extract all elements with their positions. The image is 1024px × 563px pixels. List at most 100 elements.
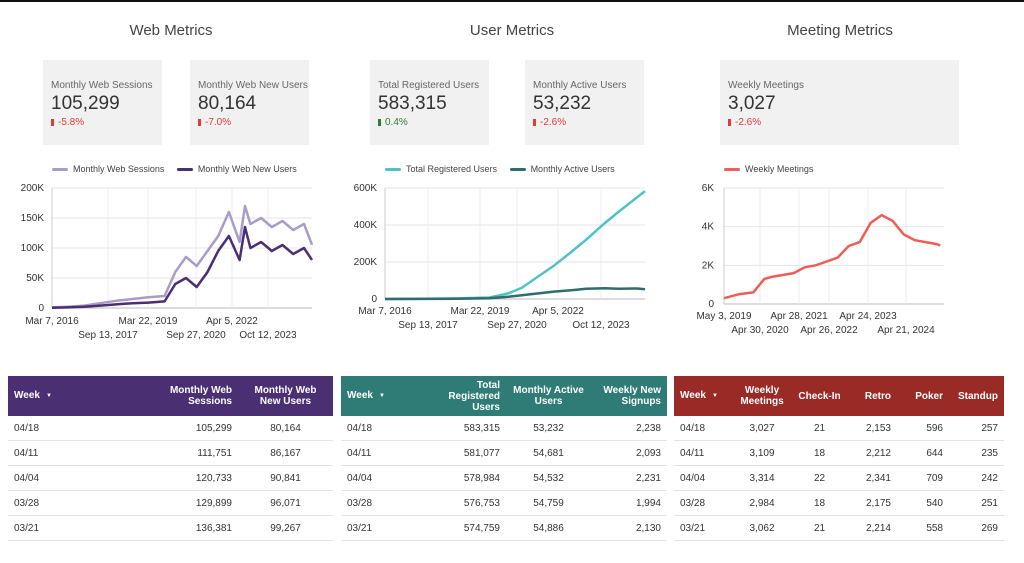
meeting-metrics-table: Week ▼ Weekly Meetings Check-In Retro Pok… [674, 376, 1004, 541]
section-title-meeting: Meeting Metrics [787, 22, 893, 39]
table-cell: 574,759 [431, 515, 506, 541]
kpi-value: 3,027 [728, 93, 776, 114]
table-cell: 578,984 [431, 465, 506, 491]
y-tick-label: 100K [21, 243, 45, 254]
down-arrow-icon [198, 119, 201, 126]
x-tick-label: Apr 26, 2022 [800, 325, 858, 336]
table-cell: 03/21 [341, 515, 431, 541]
table-row[interactable]: 04/18 583,315 53,232 2,238 [341, 416, 667, 441]
table-cell: 03/21 [8, 515, 128, 541]
table-row[interactable]: 04/18 3,027 21 2,153 596 257 [674, 416, 1004, 441]
table-cell: 2,238 [591, 416, 667, 441]
table-row[interactable]: 03/28 576,753 54,759 1,994 [341, 490, 667, 516]
column-header-signups[interactable]: Weekly New Signups [603, 385, 661, 407]
table-cell: 2,212 [847, 440, 897, 466]
kpi-label: Total Registered Users [378, 80, 480, 91]
x-tick-label: Sep 13, 2017 [78, 330, 138, 341]
table-cell: 03/28 [8, 490, 128, 516]
legend-swatch [509, 168, 526, 172]
legend-swatch [724, 168, 740, 172]
active-users-line[interactable] [384, 287, 646, 301]
kpi-card-total-registered[interactable]: Total Registered Users 583,315 0.4% [370, 60, 489, 145]
table-row[interactable]: 03/21 136,381 99,267 [8, 515, 333, 541]
kpi-delta: -2.6% [728, 117, 761, 128]
table-row[interactable]: 03/21 574,759 54,886 2,130 [341, 515, 667, 541]
column-header-check-in[interactable]: Check-In [798, 390, 841, 402]
column-header-retro[interactable]: Retro [864, 390, 891, 402]
table-cell: 03/28 [674, 490, 732, 516]
table-row[interactable]: 03/28 129,899 96,071 [8, 490, 333, 516]
x-tick-label: Mar 7, 2016 [358, 306, 412, 317]
kpi-value: 53,232 [533, 93, 592, 114]
table-cell: 53,232 [506, 416, 591, 441]
table-cell: 3,314 [732, 465, 792, 491]
column-header-standup[interactable]: Standup [958, 390, 998, 402]
legend-item-web-new-users[interactable]: Monthly Web New Users [176, 164, 297, 174]
table-cell: 558 [897, 515, 949, 541]
column-header-meetings[interactable]: Weekly Meetings [740, 385, 784, 407]
table-cell: 251 [949, 490, 1004, 516]
table-cell: 3,062 [732, 515, 792, 541]
user-metrics-table: Week ▼ Total Registered Users Monthly Act… [341, 376, 667, 541]
kpi-card-web-new-users[interactable]: Monthly Web New Users 80,164 -7.0% [190, 60, 309, 145]
kpi-delta: -5.8% [51, 117, 84, 128]
table-cell: 235 [949, 440, 1004, 466]
legend-item-web-sessions[interactable]: Monthly Web Sessions [52, 164, 164, 174]
column-header-week[interactable]: Week ▼ [14, 390, 52, 401]
table-row[interactable]: 03/28 2,984 18 2,175 540 251 [674, 490, 1004, 516]
table-row[interactable]: 04/11 581,077 54,681 2,093 [341, 440, 667, 466]
legend-swatch [176, 168, 193, 172]
legend-item-registered[interactable]: Total Registered Users [385, 164, 497, 174]
sort-desc-icon: ▼ [711, 393, 718, 399]
x-tick-label: Sep 27, 2020 [487, 320, 547, 331]
table-cell: 18 [792, 490, 847, 516]
table-cell: 257 [949, 416, 1004, 441]
column-header-week[interactable]: Week ▼ [347, 390, 385, 401]
table-cell: 120,733 [128, 465, 238, 491]
kpi-card-web-sessions[interactable]: Monthly Web Sessions 105,299 -5.8% [43, 60, 162, 145]
web-new-users-line[interactable] [51, 225, 314, 309]
up-arrow-icon [378, 119, 381, 126]
web-chart-legend: Monthly Web Sessions Monthly Web New Use… [52, 164, 307, 174]
x-tick-label: Apr 21, 2024 [877, 325, 935, 336]
down-arrow-icon [533, 119, 536, 126]
table-cell: 04/04 [341, 465, 431, 491]
table-cell: 644 [897, 440, 949, 466]
table-cell: 583,315 [431, 416, 506, 441]
table-row[interactable]: 04/11 3,109 18 2,212 644 235 [674, 440, 1004, 466]
table-cell: 105,299 [128, 416, 238, 441]
legend-item-meetings[interactable]: Weekly Meetings [724, 164, 813, 174]
table-row[interactable]: 04/04 578,984 54,532 2,231 [341, 465, 667, 491]
x-tick-label: Apr 28, 2021 [770, 311, 828, 322]
weekly-meetings-line[interactable] [723, 213, 941, 300]
table-cell: 242 [949, 465, 1004, 491]
table-cell: 04/18 [341, 416, 431, 441]
section-title-web: Web Metrics [129, 22, 213, 39]
x-tick-label: Mar 22, 2019 [451, 306, 510, 317]
table-cell: 90,841 [238, 465, 333, 491]
kpi-card-weekly-meetings[interactable]: Weekly Meetings 3,027 -2.6% [720, 60, 959, 145]
kpi-card-monthly-active[interactable]: Monthly Active Users 53,232 -2.6% [525, 60, 644, 145]
column-header-week[interactable]: Week ▼ [680, 390, 718, 401]
table-cell: 86,167 [238, 440, 333, 466]
column-header-registered[interactable]: Total Registered Users [448, 379, 500, 413]
web-sessions-line[interactable] [51, 204, 314, 309]
table-cell: 581,077 [431, 440, 506, 466]
table-cell: 3,027 [732, 416, 792, 441]
table-cell: 2,231 [591, 465, 667, 491]
kpi-value: 583,315 [378, 93, 447, 114]
column-header-poker[interactable]: Poker [915, 390, 943, 402]
table-row[interactable]: 04/04 120,733 90,841 [8, 465, 333, 491]
table-row[interactable]: 04/18 105,299 80,164 [8, 416, 333, 441]
column-header-new-users[interactable]: Monthly Web New Users [254, 385, 317, 407]
table-cell: 03/28 [341, 490, 431, 516]
table-row[interactable]: 03/21 3,062 21 2,214 558 269 [674, 515, 1004, 541]
table-row[interactable]: 04/11 111,751 86,167 [8, 440, 333, 466]
column-header-active[interactable]: Monthly Active Users [513, 385, 584, 407]
x-tick-label: Apr 5, 2022 [532, 306, 584, 317]
column-header-sessions[interactable]: Monthly Web Sessions [169, 385, 232, 407]
legend-item-active[interactable]: Monthly Active Users [509, 164, 615, 174]
table-row[interactable]: 04/04 3,314 22 2,341 709 242 [674, 465, 1004, 491]
x-tick-label: Mar 22, 2019 [119, 316, 178, 327]
